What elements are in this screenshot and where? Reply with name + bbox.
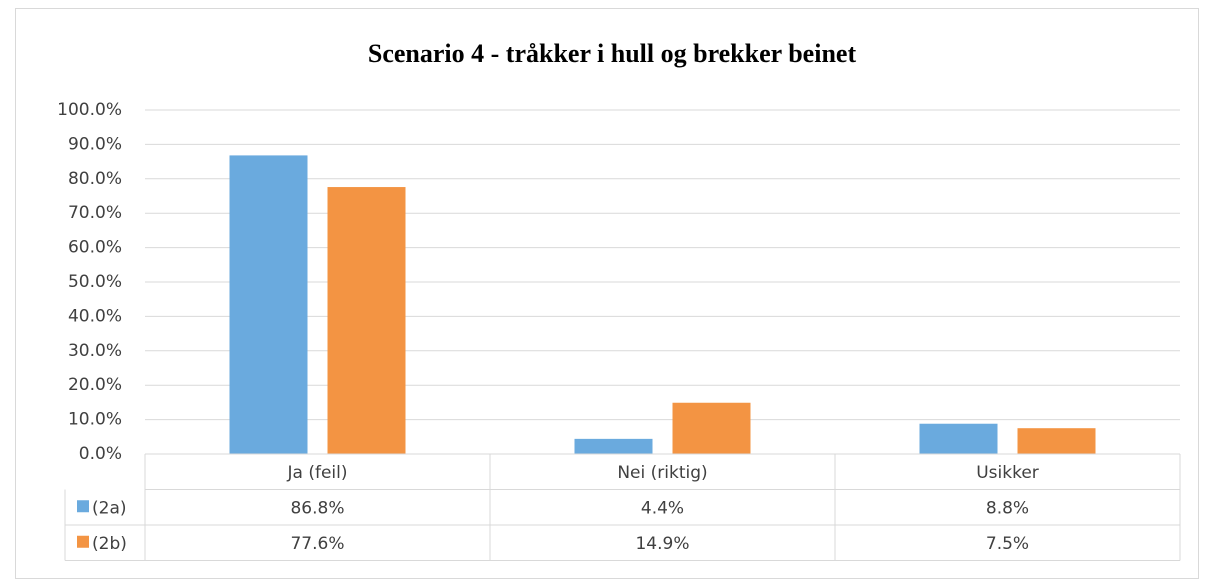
legend-swatch [77, 535, 89, 548]
legend-swatch [77, 500, 89, 513]
chart-frame [15, 8, 1199, 579]
table-value: 4.4% [641, 498, 684, 518]
table-value: 86.8% [290, 498, 344, 518]
y-tick-label: 80.0% [68, 169, 122, 189]
bar [327, 187, 406, 454]
y-tick-label: 100.0% [57, 100, 122, 120]
y-tick-label: 20.0% [68, 375, 122, 395]
x-tick-label: Ja (feil) [287, 463, 348, 483]
y-tick-label: 60.0% [68, 238, 122, 258]
legend-label: (2b) [92, 534, 127, 554]
y-tick-label: 90.0% [68, 134, 122, 154]
y-tick-label: 50.0% [68, 272, 122, 292]
y-tick-label: 0.0% [79, 444, 122, 464]
bar [229, 155, 308, 454]
y-tick-label: 70.0% [68, 203, 122, 223]
y-tick-label: 10.0% [68, 410, 122, 430]
table-value: 8.8% [986, 498, 1029, 518]
bar [574, 438, 653, 454]
x-tick-label: Nei (riktig) [617, 463, 707, 483]
x-tick-label: Usikker [976, 463, 1039, 483]
bar [672, 402, 751, 454]
table-value: 77.6% [290, 534, 344, 554]
bar [1017, 428, 1096, 454]
y-tick-label: 30.0% [68, 341, 122, 361]
bar [919, 423, 998, 454]
legend-label: (2a) [92, 498, 127, 518]
table-value: 7.5% [986, 534, 1029, 554]
table-value: 14.9% [635, 534, 689, 554]
chart-title: Scenario 4 - tråkker i hull og brekker b… [368, 39, 857, 68]
y-tick-label: 40.0% [68, 306, 122, 326]
